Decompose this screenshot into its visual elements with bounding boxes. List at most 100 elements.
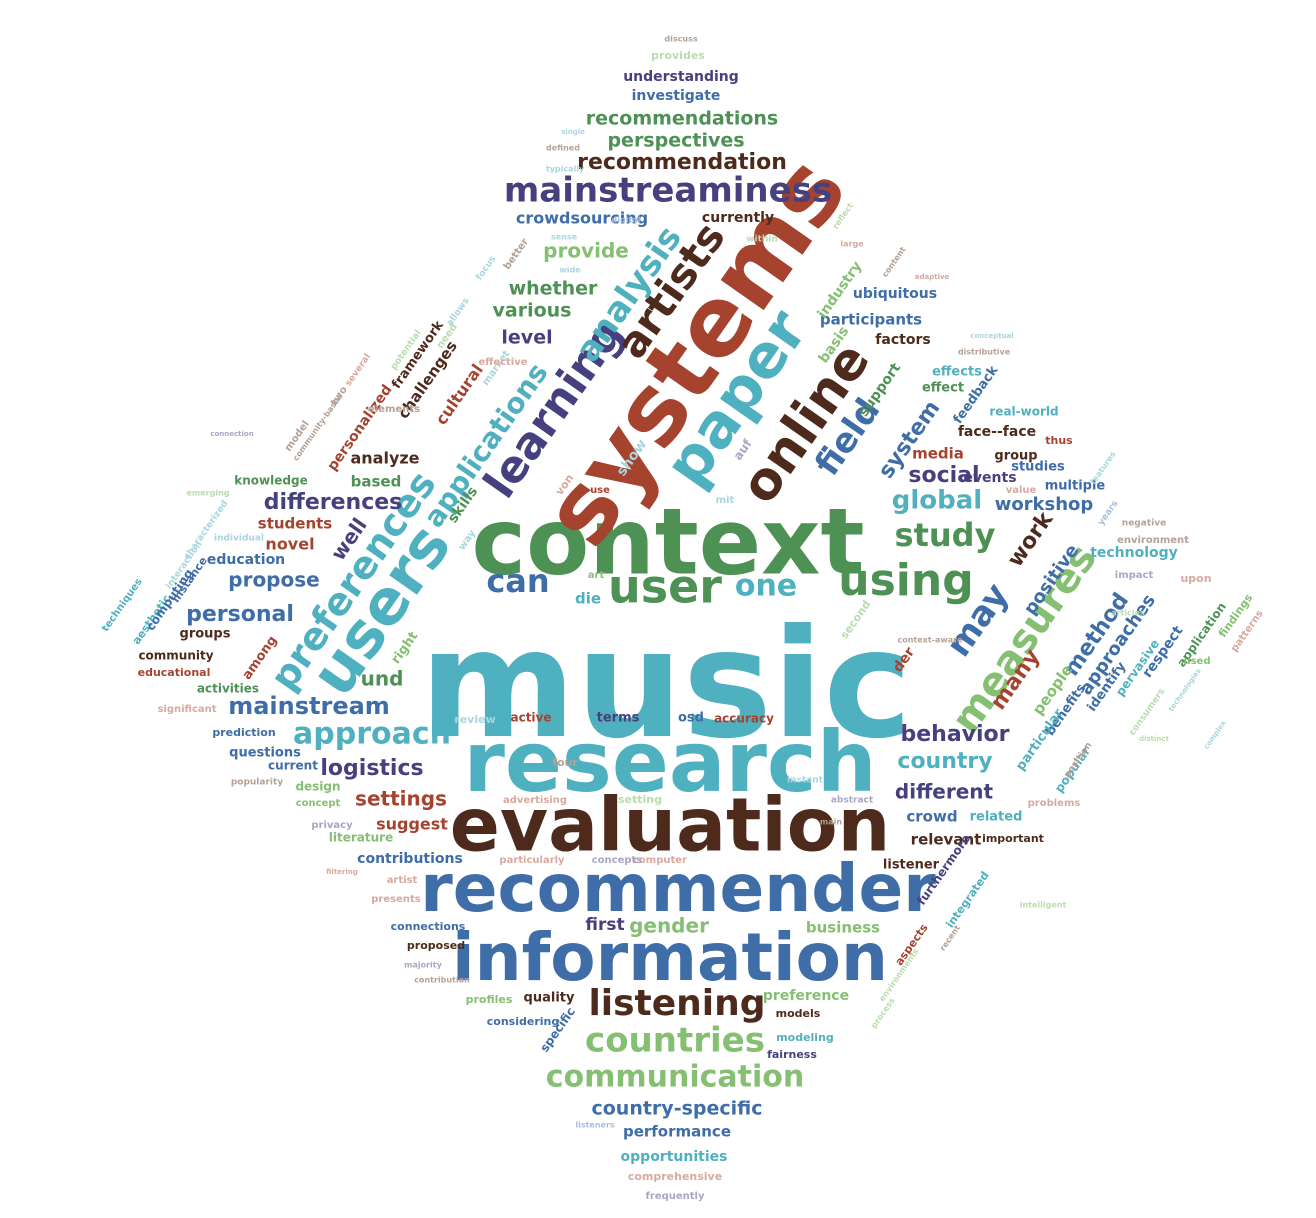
word-communication: communication [546,1060,805,1095]
word-within: within [746,235,778,245]
word-analyze: analyze [350,449,419,468]
word-factors: factors [875,332,930,348]
word-privacy: privacy [311,820,353,831]
word-relevant: relevant [911,831,982,849]
word-effects: effects [932,365,982,380]
word-social: social [908,463,979,488]
word-preference: preference [763,988,849,1004]
word-content: content [880,245,907,279]
word-understanding: understanding [623,69,739,85]
word-effective: effective [478,357,527,368]
word-perspectives: perspectives [607,130,744,152]
word-effect: effect [922,381,964,396]
word-face-face: face--face [958,424,1036,440]
word-technologies: technologies [1167,667,1203,713]
word-related: related [970,810,1023,825]
word-connections: connections [391,920,466,933]
word-behavior: behavior [900,722,1009,747]
word-personal: personal [186,602,294,627]
word-accuracy: accuracy [714,712,774,726]
word-proposed: proposed [407,939,465,952]
word-gender: gender [629,914,709,938]
word-complex: complex [1202,719,1228,751]
word-art: art [588,570,605,581]
word-whether: whether [509,278,598,300]
word-osd: osd [678,711,704,726]
word-adaptive: adaptive [915,273,950,281]
word-contribution: contribution [414,976,470,985]
word-und: und [361,667,404,691]
word-prediction: prediction [212,726,275,739]
word-logistics: logistics [320,756,423,781]
word-country: country [897,749,992,774]
word-differences: differences [264,490,403,515]
word-environment: environment [1117,535,1189,546]
word-listeners: listeners [575,1121,615,1130]
word-years: years [1096,499,1120,528]
word-value: value [1006,485,1037,496]
word-die: die [575,590,601,608]
word-consumers: consumers [1128,687,1168,738]
word-mainstreaminess: mainstreaminess [504,171,832,211]
word-negative: negative [1122,519,1166,529]
word-emerging: emerging [186,489,229,498]
word-listener: listener [883,858,940,873]
word-allows: allows [445,296,472,328]
word-specific: specific [537,1005,578,1055]
word-upon: upon [1180,572,1211,585]
word-market: market [480,349,512,388]
word-groups: groups [180,627,231,642]
word-global: global [892,486,982,516]
word-events: events [963,470,1016,486]
word-fairness: fairness [767,1048,817,1061]
word-concept: concept [296,798,341,809]
word-frequently: frequently [646,1191,705,1202]
word-opportunities: opportunities [621,1149,728,1165]
word-country-specific: country-specific [591,1098,762,1120]
word-context-aware: context-aware [897,636,963,645]
word-provide: provide [543,239,629,263]
word-terms: terms [597,711,640,726]
word-mit: mit [716,495,735,506]
word-four: four [552,756,578,769]
word-group: group [994,449,1037,464]
word-recommendation: recommendation [577,150,787,175]
word-various: various [493,300,572,322]
word-used: used [1183,656,1210,667]
word-considering: considering [487,1015,559,1028]
word-majority: majority [404,961,442,970]
word-models: models [776,1007,821,1020]
word-mainstream: mainstream [228,692,390,720]
word-typically: typically [546,165,585,174]
word-investigate: investigate [632,88,721,104]
word-distributive: distributive [958,348,1011,357]
word-review: review [454,713,495,726]
word-participants: participants [820,311,922,329]
word-articles: articles [1111,609,1145,618]
word-evaluation: evaluation [450,783,891,869]
word-problems: problems [1028,798,1081,809]
word-educational: educational [138,666,211,679]
word-conceptual: conceptual [970,332,1013,340]
word-several: several [344,352,373,388]
word-wide: wide [559,266,581,275]
word-novel: novel [265,535,314,554]
word-currently: currently [702,210,774,226]
word-technology: technology [1090,545,1178,561]
word-impact: impact [1115,570,1154,581]
word-concepts: concepts [592,855,643,866]
word-instant: instant [787,776,824,786]
word-propose: propose [228,568,319,592]
word-large: large [840,240,864,249]
word-connection: connection [210,430,253,438]
word-countries: countries [585,1021,765,1061]
word-single: single [561,128,585,136]
word-questions: questions [229,746,301,761]
word-approach: approach [293,717,451,752]
word-comprehensive: comprehensive [628,1170,722,1183]
word-ubiquitous: ubiquitous [853,286,937,302]
word-real-world: real-world [989,405,1058,419]
word-integrated: integrated [943,869,991,930]
word-focus: focus [475,254,499,282]
